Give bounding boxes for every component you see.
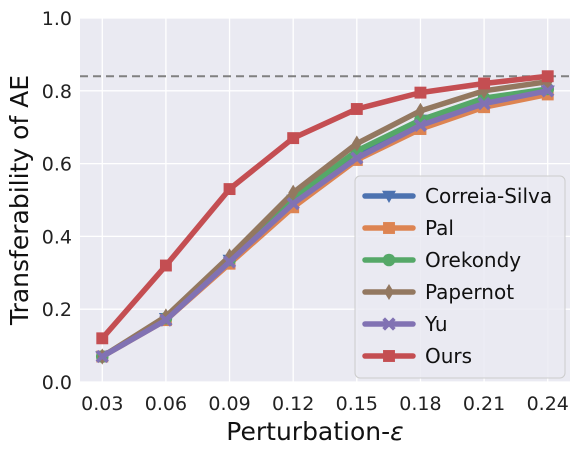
y-tick-label: 0.2 [42, 299, 72, 321]
x-tick-label: 0.06 [145, 393, 187, 415]
data-point [478, 101, 491, 114]
y-tick-label: 0.0 [42, 372, 72, 394]
legend-swatch-marker [382, 317, 396, 331]
data-point [350, 151, 364, 165]
legend-swatch-marker [382, 253, 396, 267]
data-point [414, 86, 427, 99]
legend-label: Pal [425, 216, 454, 240]
data-point [223, 183, 236, 196]
data-point [413, 118, 428, 133]
data-point [415, 102, 426, 119]
x-tick-label: 0.18 [399, 393, 441, 415]
x-tick-label: 0.15 [336, 393, 378, 415]
x-axis-label-symbol: ε [390, 417, 404, 446]
data-point [222, 255, 237, 269]
legend-swatch-marker [384, 283, 394, 301]
data-point [286, 196, 300, 211]
legend-label: Ours [425, 344, 472, 368]
legend-swatch-marker [382, 190, 396, 203]
data-point [351, 135, 362, 152]
x-axis-label-text: Perturbation- [226, 417, 390, 446]
legend-label: Yu [424, 312, 448, 336]
y-tick-label: 0.4 [42, 226, 72, 248]
legend-entry: Correia-Silva [362, 184, 552, 208]
series-line [99, 73, 551, 342]
x-tick-label: 0.24 [527, 393, 569, 415]
legend-label: Papernot [425, 280, 514, 304]
series-yu [95, 84, 555, 364]
x-tick-label: 0.03 [81, 393, 123, 415]
x-tick-label: 0.09 [208, 393, 250, 415]
data-point [96, 332, 109, 345]
data-point [288, 184, 299, 201]
data-point [541, 70, 554, 83]
data-point [350, 103, 363, 115]
data-point [159, 313, 173, 327]
x-tick-label: 0.21 [463, 393, 505, 415]
y-tick-label: 0.8 [42, 81, 72, 103]
legend-entry: Yu [362, 312, 448, 336]
legend-entry: Pal [362, 216, 454, 240]
y-tick-label: 0.6 [42, 154, 72, 176]
data-point [541, 84, 555, 98]
tick-labels: 0.0 0.2 0.4 0.6 0.8 1.0 0.03 0.06 0.09 0.12 0.15 0.… [42, 8, 569, 415]
legend-label: Correia-Silva [425, 184, 552, 208]
data-point [477, 96, 491, 111]
legend-entry: Orekondy [362, 248, 521, 272]
data-point [159, 259, 172, 272]
series-line [99, 88, 551, 360]
x-tick-label: 0.12 [272, 393, 314, 415]
y-tick-label: 1.0 [42, 8, 72, 30]
y-axis-label: Transferability of AE [5, 75, 34, 326]
legend-entry: Papernot [362, 280, 514, 304]
data-point [95, 349, 109, 364]
legend-label: Orekondy [425, 248, 521, 272]
series-ours [96, 70, 554, 345]
legend-swatch-marker [383, 222, 395, 234]
x-axis-label: Perturbation-ε [226, 417, 403, 446]
data-point [287, 132, 300, 145]
data-point [414, 123, 427, 135]
series-layer [95, 70, 555, 365]
legend-swatch-marker [383, 350, 395, 362]
legend: Correia-Silva Pal Orekondy Papernot Yu Ours [354, 175, 566, 379]
data-point [478, 77, 491, 90]
legend-entry: Ours [362, 344, 472, 368]
series-line [99, 78, 551, 360]
